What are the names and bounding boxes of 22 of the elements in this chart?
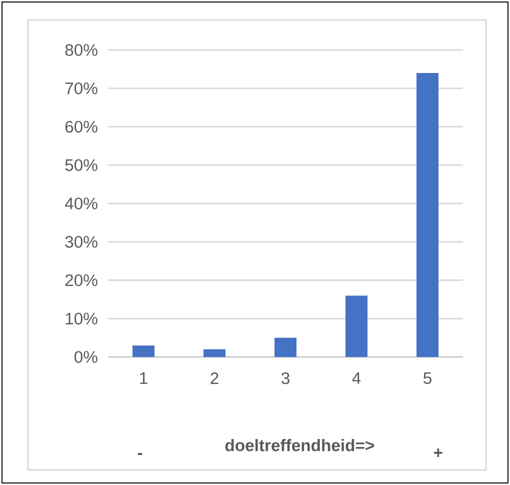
y-tick-label: 80% (65, 44, 98, 56)
bar (204, 349, 226, 357)
bar (274, 338, 296, 357)
y-tick-label: 40% (64, 198, 98, 210)
y-tick-label: 0% (74, 351, 98, 363)
bar (416, 73, 438, 357)
text: + (434, 448, 442, 457)
x-axis-title: doeltreffendheid=> (225, 439, 374, 452)
x-tick-label: 2 (210, 372, 218, 384)
text: - (138, 453, 142, 455)
x-tick-label: 3 (281, 372, 290, 384)
bar (132, 345, 155, 357)
y-tick-label: 10% (66, 312, 98, 325)
y-tick-label: 60% (65, 120, 98, 133)
x-tick-label: 1 (140, 372, 148, 384)
y-tick-label: 30% (65, 236, 98, 248)
y-tick-label: 20% (65, 274, 98, 286)
y-tick-label: 70% (65, 82, 98, 94)
x-tick-label: 5 (424, 372, 432, 384)
x-tick-label: 4 (352, 372, 361, 384)
bar (345, 296, 368, 357)
y-tick-label: 50% (65, 159, 98, 172)
